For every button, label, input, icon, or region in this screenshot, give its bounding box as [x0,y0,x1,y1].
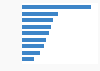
Bar [22,38,46,42]
Bar [22,31,49,35]
Bar [22,5,91,9]
Bar [22,51,40,55]
Bar [22,25,51,29]
Bar [22,57,34,61]
Bar [22,44,44,48]
Bar [22,18,53,22]
Bar [22,12,58,16]
